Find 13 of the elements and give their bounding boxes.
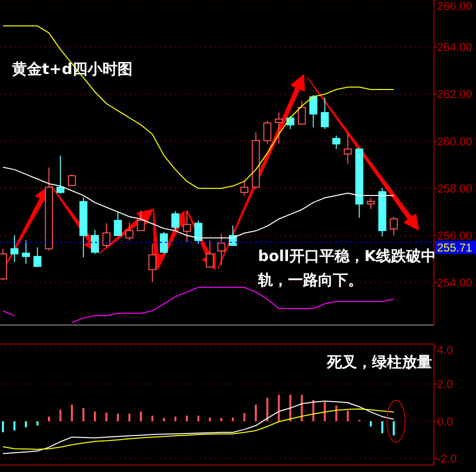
y-tick-label: 264.00 — [437, 42, 472, 54]
y-tick-label: -2.0 — [437, 453, 457, 466]
y-tick-label: 266.00 — [437, 1, 472, 13]
y-tick-label: 254.00 — [437, 278, 472, 290]
y-tick-label: 256.00 — [437, 230, 472, 243]
ref-line-label: 255.71 — [437, 242, 472, 254]
y-tick-label: 262.00 — [437, 89, 472, 102]
y-tick-label: 0.0 — [437, 416, 453, 428]
y-tick-label: 258.00 — [437, 183, 472, 196]
y-tick-label: 260.00 — [437, 136, 472, 148]
y-tick-label: 2.0 — [437, 379, 453, 392]
y-tick-label: 4.0 — [437, 345, 453, 357]
annotation: 死叉，绿柱放量 — [327, 352, 432, 373]
